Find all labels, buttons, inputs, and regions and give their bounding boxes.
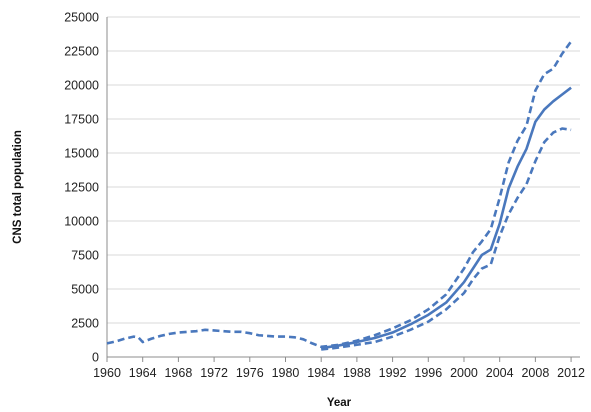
x-tick-label: 1968	[164, 366, 192, 380]
axes	[106, 17, 580, 362]
y-tick-label: 10000	[64, 215, 99, 229]
x-tick-label: 1984	[307, 366, 335, 380]
y-tick-label: 17500	[64, 113, 99, 127]
x-tick-label: 1996	[414, 366, 442, 380]
solid-series-line	[320, 86, 572, 350]
y-tick-label: 20000	[64, 79, 99, 93]
x-tick-labels: 1960 1964 1968 1972 1976 1980 1984 1988 1992 1996…	[93, 366, 585, 380]
x-tick-label: 1960	[93, 366, 121, 380]
x-tick-label: 1972	[200, 366, 228, 380]
y-tick-label: 25000	[64, 11, 99, 25]
x-tick-label: 1964	[129, 366, 157, 380]
x-tick-label: 2004	[486, 366, 514, 380]
x-tick-label: 2008	[521, 366, 549, 380]
y-axis-title: CNS total population	[12, 130, 24, 244]
y-tick-label: 12500	[64, 181, 99, 195]
series-lines	[106, 40, 573, 351]
grid-lines	[107, 16, 580, 324]
x-tick-label: 2012	[557, 366, 585, 380]
x-tick-label: 1988	[343, 366, 371, 380]
y-tick-label: 2500	[71, 317, 99, 331]
x-tick-label: 1980	[272, 366, 300, 380]
x-tick-label: 2000	[450, 366, 478, 380]
y-tick-label: 7500	[71, 249, 99, 263]
y-tick-label: 15000	[64, 147, 99, 161]
y-tick-label: 5000	[71, 283, 99, 297]
dashed-series-line	[321, 127, 572, 351]
x-tick-label: 1992	[379, 366, 407, 380]
dashed-series-line	[106, 40, 573, 349]
x-tick-label: 1976	[236, 366, 264, 380]
y-tick-label: 0	[92, 351, 99, 365]
y-tick-label: 22500	[64, 45, 99, 59]
y-tick-labels: 0 2500 5000 7500 10000 12500 15000 17500 20000 22…	[64, 11, 99, 365]
x-axis-title: Year	[327, 397, 352, 409]
